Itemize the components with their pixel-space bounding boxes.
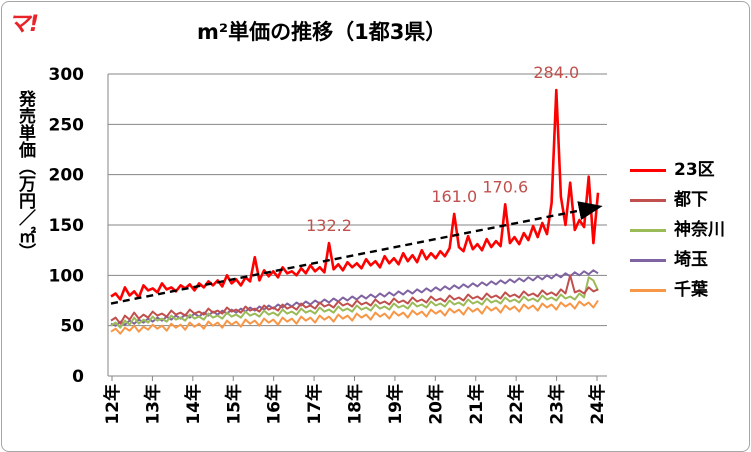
legend-item: 都下 [630,190,749,210]
y-tick-label: 0 [72,367,84,387]
legend-swatch [630,259,666,262]
x-tick-label: 12年 [102,384,123,425]
x-tick-label: 13年 [142,384,163,425]
x-tick-label: 21年 [466,384,487,425]
x-tick-label: 23年 [547,384,568,425]
legend-item: 埼玉 [630,250,749,270]
trend-arrow [110,201,603,305]
y-tick-label: 150 [49,216,85,236]
x-tick-label: 22年 [506,384,527,425]
series-line [110,276,599,329]
y-tick-label: 50 [60,317,84,337]
y-tick-label: 300 [49,65,85,85]
x-tick-label: 19年 [385,384,406,425]
legend-label: 都下 [674,190,708,210]
legend-swatch [630,169,666,172]
legend-label: 千葉 [674,280,708,300]
data-label: 284.0 [533,63,579,82]
data-label: 170.6 [482,177,528,196]
legend-item: 23区 [630,160,749,180]
chart-title: m²単価の推移（1都3県） [197,20,447,44]
legend-swatch [630,199,666,202]
legend-swatch [630,229,666,232]
x-tick-label: 16年 [264,384,285,425]
legend-item: 神奈川 [630,220,749,240]
x-tick-label: 14年 [183,384,204,425]
x-tick-label: 18年 [345,384,366,425]
data-label: 132.2 [306,216,352,235]
x-tick-label: 17年 [304,384,325,425]
y-tick-label: 200 [49,166,85,186]
y-tick-label: 100 [49,266,85,286]
x-tick-label: 24年 [587,384,608,425]
series-line [110,274,599,325]
legend-swatch [630,289,666,292]
y-tick-label: 250 [49,115,85,135]
x-tick-label: 15年 [223,384,244,425]
series-line [110,88,600,301]
legend-label: 埼玉 [674,250,708,270]
x-tick-label: 20年 [425,384,446,425]
y-axis-label: 発売単価（万円／㎡） [15,90,35,260]
data-label: 161.0 [431,187,477,206]
brand-logo: マ! [8,12,39,37]
legend-label: 神奈川 [674,220,725,240]
legend-item: 千葉 [630,280,749,300]
legend-label: 23区 [674,160,715,180]
series-line [110,299,599,335]
